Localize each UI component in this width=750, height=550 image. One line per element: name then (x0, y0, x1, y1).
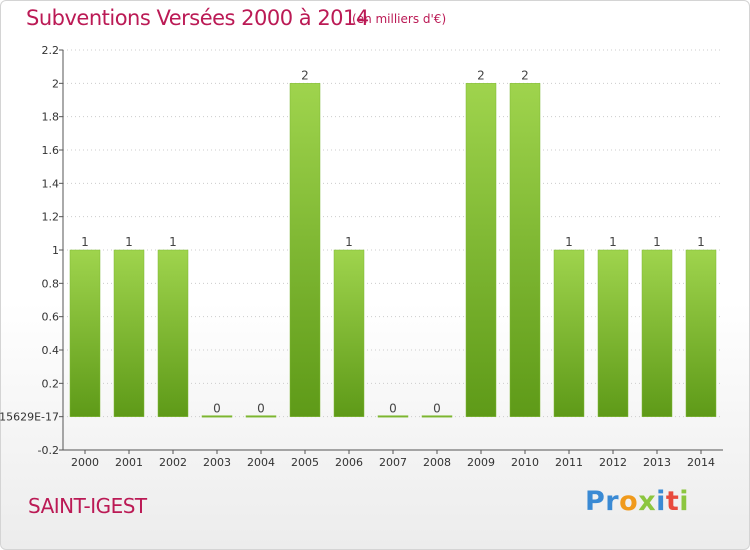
x-tick-label: 2003 (203, 456, 231, 469)
bar (201, 415, 233, 418)
bar (333, 249, 365, 417)
x-tick-label: 2009 (467, 456, 495, 469)
data-label: 2 (521, 68, 529, 82)
data-labels: 1 1 1 0 0 2 1 0 0 2 2 1 1 1 1 (81, 68, 705, 415)
y-tick-label: -2.15629E-17 (0, 411, 59, 424)
chart-title: Subventions Versées 2000 à 2014 (26, 6, 369, 30)
bar (421, 415, 453, 418)
data-label: 0 (433, 402, 441, 416)
logo-letter: t (665, 486, 680, 517)
logo-letter: i (656, 486, 666, 517)
y-tick-label: 1.8 (42, 111, 60, 124)
x-tick-label: 2012 (599, 456, 627, 469)
y-tick-label: 2.2 (42, 44, 60, 57)
axes (59, 49, 723, 454)
data-label: 2 (301, 68, 309, 82)
x-tick-label: 2011 (555, 456, 583, 469)
bar (641, 249, 673, 417)
y-tick-label: 0.4 (42, 344, 60, 357)
x-tick-label: 2000 (71, 456, 99, 469)
y-tick-label: 0.8 (42, 277, 60, 290)
x-tick-label: 2005 (291, 456, 319, 469)
data-label: 0 (389, 402, 397, 416)
bar (157, 249, 189, 417)
bar (685, 249, 717, 417)
bar (465, 83, 497, 417)
y-tick-label: 1.4 (42, 177, 60, 190)
y-tick-label: -0.2 (38, 444, 59, 457)
y-tick-label: 1.2 (42, 211, 60, 224)
x-tick-labels: 2000 2001 2002 2003 2004 2005 2006 2007 2008 2009… (71, 456, 715, 469)
logo-letter: o (619, 486, 639, 517)
x-tick-label: 2006 (335, 456, 363, 469)
data-label: 0 (213, 402, 221, 416)
y-tick-label: 0.2 (42, 377, 60, 390)
y-tick-label: 1 (52, 244, 59, 257)
logo-letter: x (638, 486, 657, 517)
bar (69, 249, 101, 417)
bar (509, 83, 541, 417)
bar (377, 415, 409, 418)
chart-unit-note: (en milliers d'€) (352, 12, 447, 26)
x-tick-label: 2004 (247, 456, 275, 469)
x-tick-label: 2014 (687, 456, 715, 469)
x-tick-label: 2008 (423, 456, 451, 469)
bar (289, 83, 321, 417)
logo-letter: i (679, 486, 690, 517)
x-tick-label: 2002 (159, 456, 187, 469)
y-tick-label: 0.6 (42, 311, 60, 324)
bar (597, 249, 629, 417)
bar (553, 249, 585, 417)
data-label: 1 (565, 235, 573, 249)
y-tick-labels: 2.2 2 1.8 1.6 1.4 1.2 1 0.8 0.6 0.4 0.2 -2.15629E-1… (0, 44, 59, 457)
y-tick-label: 2 (52, 77, 59, 90)
data-label: 1 (697, 235, 705, 249)
bar (113, 249, 145, 417)
data-label: 1 (345, 235, 353, 249)
bars (69, 83, 717, 418)
data-label: 1 (609, 235, 617, 249)
data-label: 1 (169, 235, 177, 249)
proxiti-logo[interactable]: Proxiti (585, 486, 689, 517)
x-tick-label: 2001 (115, 456, 143, 469)
data-label: 1 (653, 235, 661, 249)
logo-letter: P (585, 486, 606, 517)
x-tick-label: 2007 (379, 456, 407, 469)
bar (245, 415, 277, 418)
data-label: 0 (257, 402, 265, 416)
data-label: 1 (125, 235, 133, 249)
x-tick-label: 2013 (643, 456, 671, 469)
logo-letter: r (605, 486, 620, 517)
commune-name: SAINT-IGEST (28, 494, 147, 518)
x-tick-label: 2010 (511, 456, 539, 469)
data-label: 1 (81, 235, 89, 249)
data-label: 2 (477, 68, 485, 82)
y-tick-label: 1.6 (42, 144, 60, 157)
